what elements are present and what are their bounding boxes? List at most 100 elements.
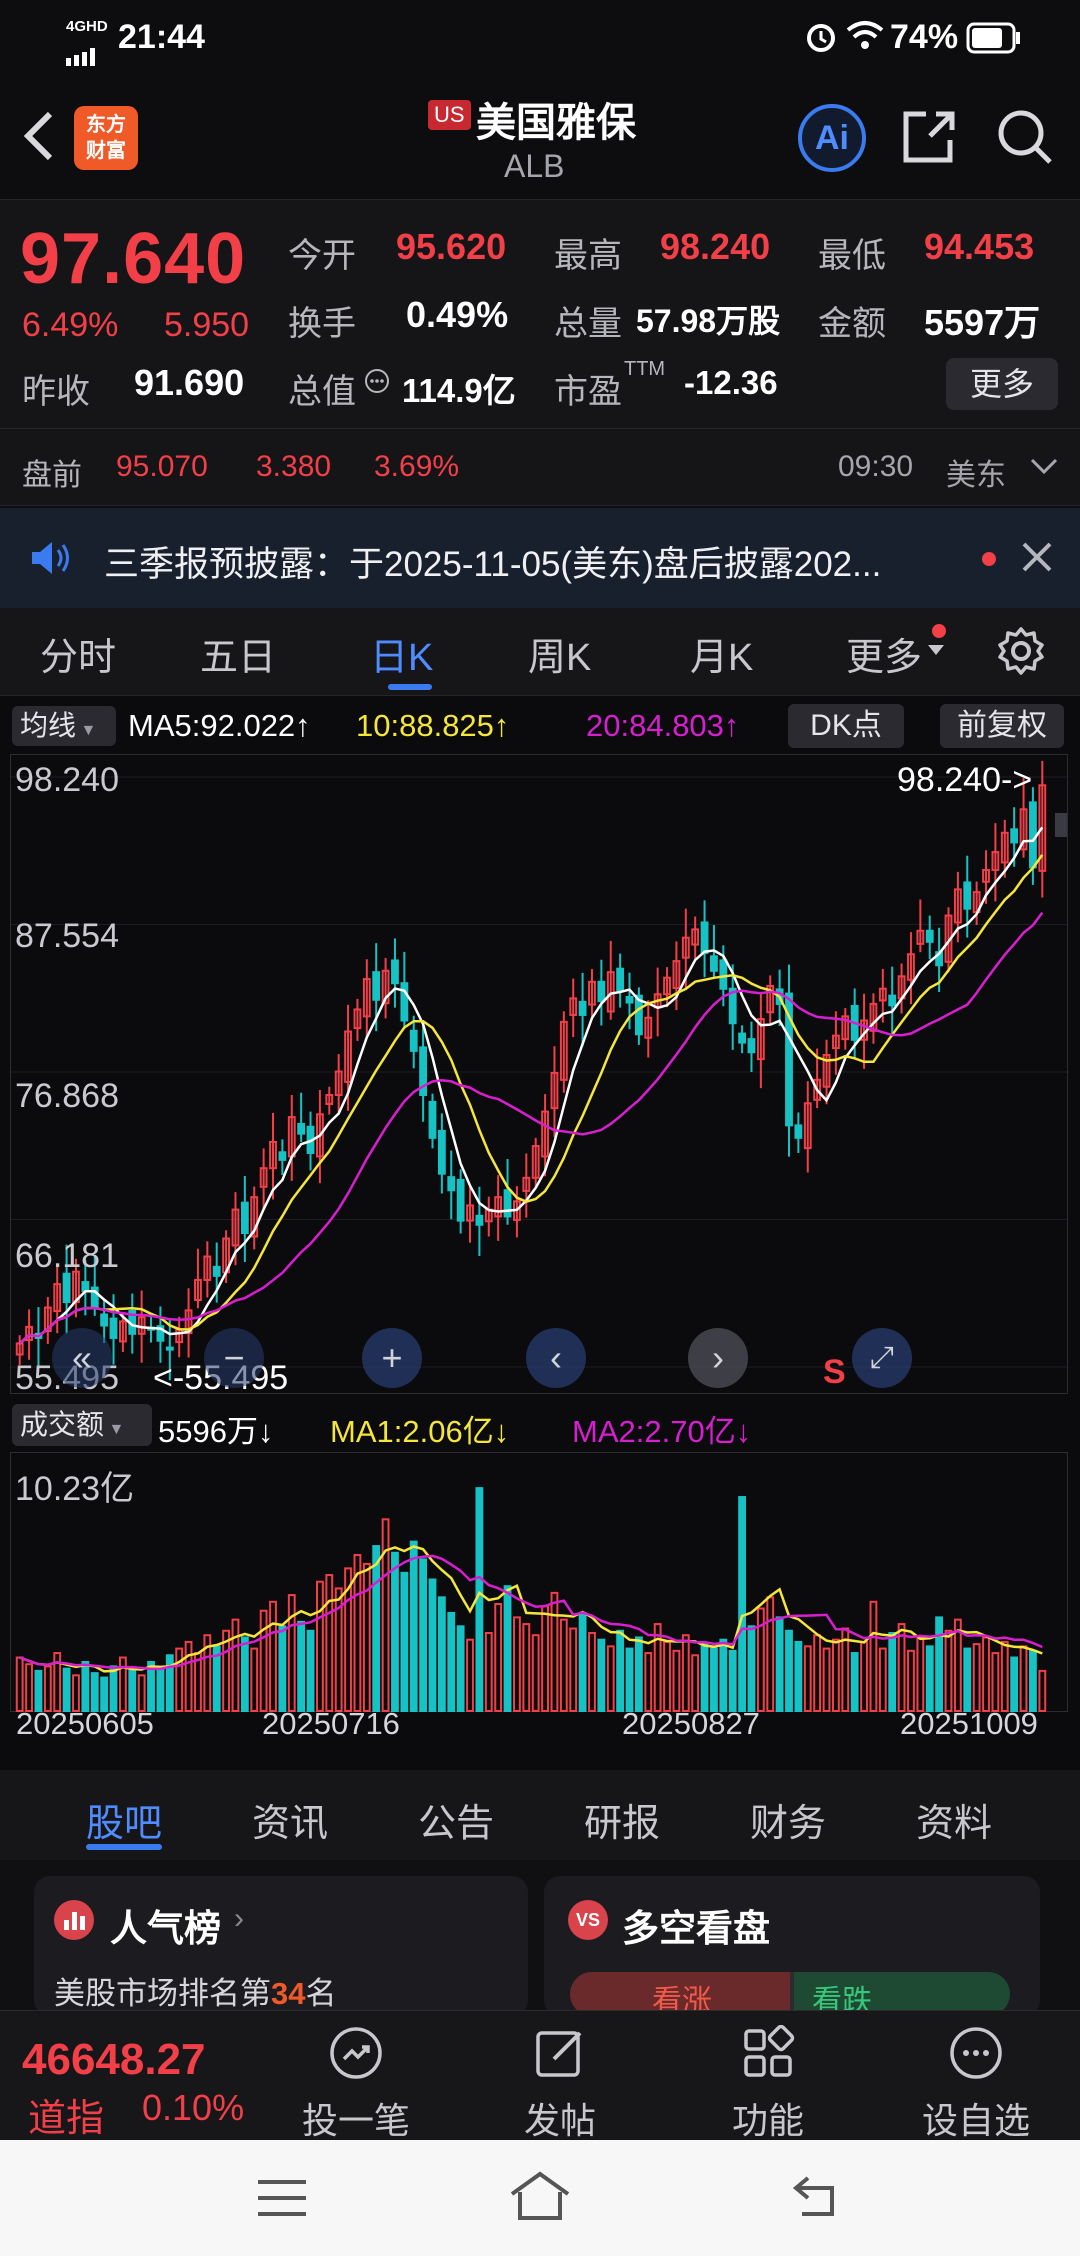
volume-bar: [81, 1660, 90, 1712]
more-quote-button[interactable]: 更多: [946, 358, 1058, 410]
volume-bar: [447, 1611, 456, 1712]
functions-button[interactable]: 功能: [698, 2024, 838, 2144]
post-button[interactable]: 发帖: [490, 2025, 630, 2144]
content-tabs: 股吧 资讯 公告 研报 财务 资料: [0, 1770, 1080, 1860]
candle-body: [878, 987, 887, 1002]
home-icon[interactable]: [508, 2170, 572, 2227]
trade-button[interactable]: 投一笔: [286, 2025, 426, 2144]
status-bar: 4GHD 21:44 74%: [0, 0, 1080, 72]
volume-chart-frame[interactable]: 10.23亿: [10, 1452, 1069, 1713]
volume-bar: [297, 1620, 306, 1712]
chart-scroll-handle[interactable]: [1055, 813, 1067, 837]
candle-body: [681, 936, 690, 959]
low-label: 最低: [818, 237, 886, 275]
candle-body: [240, 1201, 249, 1235]
add-watchlist-button[interactable]: 设自选: [906, 2025, 1046, 2144]
price-chart[interactable]: [11, 755, 1069, 1395]
volume-bar: [897, 1623, 906, 1712]
candle-body: [644, 1016, 653, 1039]
subtab-research[interactable]: 研报: [584, 1803, 661, 1845]
amount-label: 金额: [818, 305, 886, 343]
price-chart-frame[interactable]: 98.240 87.554 76.868 66.181 55.495 98.24…: [10, 754, 1069, 1397]
amount-value: 5597万: [924, 302, 1041, 343]
menu-icon[interactable]: [256, 2178, 308, 2223]
volume-bar: [409, 1540, 418, 1713]
volume-chart[interactable]: [11, 1453, 1069, 1713]
session-zone: 美东: [946, 459, 1006, 492]
chevron-right-icon: ›: [234, 1902, 244, 1935]
volume-bar: [353, 1553, 362, 1712]
candle-body: [362, 978, 371, 1018]
volume-bar: [813, 1634, 822, 1712]
volume-bar: [944, 1629, 953, 1712]
candle-body: [991, 851, 1000, 872]
volume-bar: [541, 1605, 549, 1712]
turnover-label: 换手: [288, 305, 356, 343]
volume-bar: [118, 1656, 127, 1713]
zoom-out-button[interactable]: −: [204, 1328, 264, 1388]
x-tick-label: 20250605: [16, 1706, 154, 1741]
premarket-change: 3.380: [256, 450, 332, 483]
candle-body: [250, 1196, 259, 1238]
index-ticker[interactable]: 46648.27 道指 0.10%: [0, 2011, 260, 2141]
tab-five-day[interactable]: 五日: [200, 637, 277, 679]
volume-axis-label: 10.23亿: [15, 1470, 135, 1508]
ma-selector-button[interactable]: 均线 ▼: [12, 706, 116, 746]
post-label: 发帖: [523, 2100, 596, 2141]
subtab-news[interactable]: 资讯: [252, 1803, 329, 1845]
subtab-announcements[interactable]: 公告: [418, 1803, 495, 1845]
close-icon[interactable]: [1020, 540, 1054, 579]
popularity-card[interactable]: 人气榜 › 美股市场排名第34名: [34, 1876, 528, 2016]
volume-bar: [719, 1638, 728, 1713]
volume-bar: [691, 1654, 700, 1712]
unread-dot: [982, 552, 996, 566]
ma20-value: 20:84.803↑: [586, 708, 740, 743]
index-value: 46648.27: [22, 2035, 206, 2084]
ai-assistant-button[interactable]: Ai: [798, 104, 866, 172]
subtab-financials[interactable]: 财务: [750, 1803, 827, 1845]
volume-bar: [794, 1640, 803, 1712]
system-navigation-bar: [0, 2140, 1080, 2256]
back-icon[interactable]: [18, 108, 58, 169]
max-price-marker: 98.240->: [897, 761, 1033, 799]
volume-indicator-selector[interactable]: 成交额 ▼: [12, 1404, 152, 1446]
volume-bar: [569, 1627, 578, 1712]
bull-bear-card[interactable]: VS 多空看盘 看涨 看跌: [544, 1876, 1040, 2018]
info-icon[interactable]: [364, 368, 390, 399]
announcement-bar[interactable]: 三季报预披露：于2025-11-05(美东)盘后披露202...: [0, 508, 1080, 608]
tab-intraday[interactable]: 分时: [40, 637, 117, 679]
change-percent: 6.49%: [22, 306, 119, 344]
speaker-icon: [28, 538, 74, 583]
period-tabs: 分时 五日 日K 周K 月K 更多: [0, 608, 1080, 696]
search-icon[interactable]: [996, 108, 1054, 171]
zoom-in-button[interactable]: +: [362, 1328, 422, 1388]
candle-body: [409, 1029, 418, 1052]
subtab-profile[interactable]: 资料: [916, 1803, 993, 1845]
tab-more[interactable]: 更多: [846, 637, 923, 679]
tab-monthly-k[interactable]: 月K: [690, 637, 754, 679]
dk-point-button[interactable]: DK点: [788, 704, 904, 748]
gear-icon[interactable]: [996, 626, 1046, 681]
volume-bar: [681, 1634, 690, 1712]
rewind-button[interactable]: «: [52, 1328, 112, 1388]
expand-icon[interactable]: ⤢: [852, 1328, 912, 1388]
subtab-forum[interactable]: 股吧: [86, 1803, 163, 1845]
scroll-left-button[interactable]: ‹: [526, 1328, 586, 1388]
adjustment-button[interactable]: 前复权: [940, 704, 1064, 748]
scroll-right-button[interactable]: ›: [688, 1328, 748, 1388]
volume-bar: [147, 1660, 155, 1712]
back-nav-icon[interactable]: [792, 2174, 840, 2223]
volume-bar: [278, 1625, 287, 1713]
candle-body: [700, 921, 709, 954]
chevron-down-icon[interactable]: [1030, 456, 1058, 481]
caret-down-icon: [928, 644, 944, 662]
volume-bar: [287, 1594, 296, 1712]
tab-weekly-k[interactable]: 周K: [528, 637, 592, 679]
candle-body: [963, 881, 972, 910]
tab-daily-k[interactable]: 日K: [370, 637, 434, 679]
candle-body: [813, 1078, 822, 1101]
share-icon[interactable]: [900, 108, 958, 171]
feature-cards: 人气榜 › 美股市场排名第34名 VS 多空看盘 看涨 看跌: [0, 1860, 1080, 2018]
volume-bar: [953, 1618, 962, 1712]
open-label: 今开: [288, 237, 356, 275]
